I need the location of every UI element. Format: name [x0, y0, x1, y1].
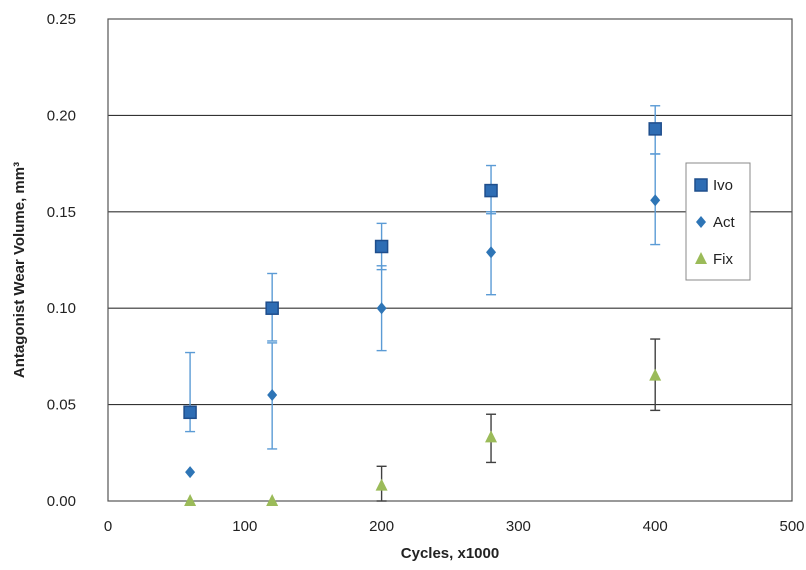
act-point: [267, 388, 278, 401]
x-tick-label: 200: [369, 518, 394, 535]
ivo-point: [648, 122, 662, 136]
x-tick-labels: 0 100 200 300 400 500: [104, 518, 805, 535]
y-tick-labels: 0.00 0.05 0.10 0.15 0.20 0.25: [47, 11, 76, 510]
ivo-error-bar: [185, 351, 196, 433]
plot-area: [107, 18, 793, 502]
ivo-point: [484, 183, 498, 198]
y-tick-label: 0.20: [47, 107, 76, 124]
legend-label: Act: [713, 214, 736, 231]
fix-point: [184, 494, 197, 506]
x-tick-label: 100: [232, 518, 257, 535]
act-point: [185, 466, 196, 479]
ivo-point: [265, 301, 279, 315]
fix-point: [266, 494, 279, 506]
fix-point: [375, 478, 388, 491]
fix-point: [649, 368, 662, 381]
ivo-point: [374, 239, 389, 254]
y-axis-title: Antagonist Wear Volume, mm³: [11, 162, 28, 378]
legend-item-act: Act: [696, 214, 736, 231]
x-tick-label: 300: [506, 518, 531, 535]
legend-label: Fix: [713, 251, 733, 268]
error-bars: [185, 105, 661, 502]
act-point: [376, 302, 387, 315]
y-tick-label: 0.00: [47, 493, 76, 510]
ivo-point: [183, 405, 197, 420]
x-tick-label: 0: [104, 518, 112, 535]
y-tick-label: 0.25: [47, 11, 76, 28]
y-tick-label: 0.15: [47, 204, 76, 221]
legend-marker: [695, 252, 707, 264]
act-point: [650, 194, 661, 207]
legend-item-fix: Fix: [695, 251, 733, 268]
y-tick-label: 0.10: [47, 300, 76, 317]
x-axis-title: Cycles, x1000: [401, 545, 499, 562]
fix-point: [485, 430, 498, 443]
legend: Ivo Act Fix: [685, 162, 751, 281]
legend-label: Ivo: [713, 177, 733, 194]
legend-marker: [694, 178, 708, 192]
legend-item-ivo: Ivo: [694, 177, 733, 194]
legend-marker: [696, 216, 706, 228]
x-tick-label: 400: [643, 518, 668, 535]
x-tick-label: 500: [779, 518, 804, 535]
data-markers: [183, 122, 662, 506]
act-point: [486, 246, 497, 259]
y-tick-label: 0.05: [47, 397, 76, 414]
gridlines: [108, 114, 792, 406]
